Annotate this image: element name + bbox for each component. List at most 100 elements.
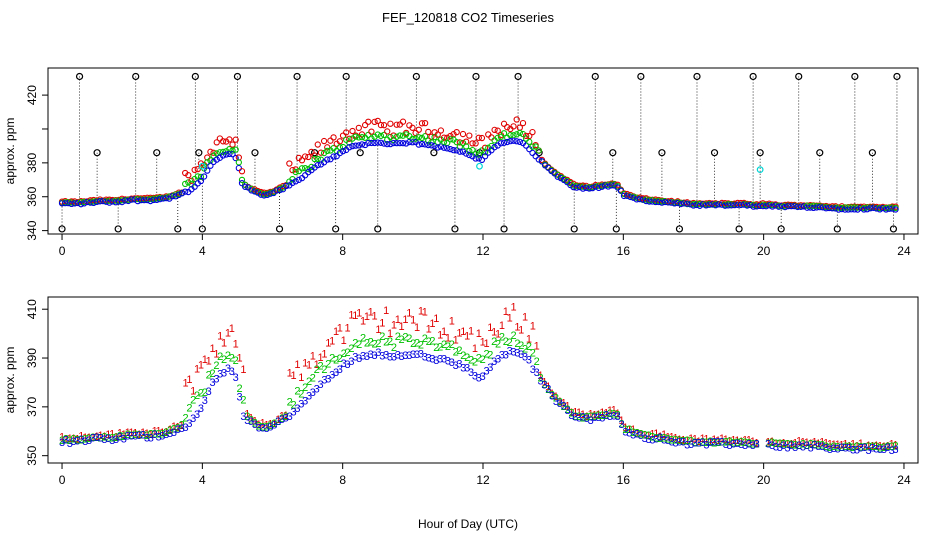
series-3-point: 3 bbox=[553, 396, 559, 408]
series-1-point: 1 bbox=[877, 440, 883, 452]
series-2-point: 2 bbox=[125, 429, 131, 441]
blue-point bbox=[706, 201, 713, 208]
series-1-point: 1 bbox=[101, 431, 107, 443]
blue-point bbox=[639, 196, 647, 203]
blue-point bbox=[352, 142, 359, 149]
series-1-point: 1 bbox=[426, 323, 432, 335]
blue-point bbox=[393, 139, 400, 147]
black-spike-point bbox=[500, 225, 508, 233]
blue-point bbox=[368, 139, 375, 147]
green-point bbox=[497, 133, 505, 141]
series-2-point: 2 bbox=[580, 412, 586, 424]
series-3-point: 3 bbox=[348, 356, 354, 368]
series-2-point: 2 bbox=[117, 431, 123, 443]
series-3-point: 3 bbox=[730, 439, 736, 451]
series-2-point: 2 bbox=[291, 399, 297, 411]
series-2-point: 2 bbox=[754, 438, 760, 450]
series-3-point: 3 bbox=[256, 423, 262, 435]
series-2-point: 2 bbox=[233, 355, 239, 367]
blue-point bbox=[418, 140, 426, 148]
red-point bbox=[194, 165, 201, 173]
series-2-point: 2 bbox=[881, 442, 887, 454]
green-point bbox=[380, 131, 388, 139]
series-1-point: 1 bbox=[784, 439, 790, 451]
green-point bbox=[185, 179, 192, 186]
red-point bbox=[500, 120, 508, 127]
cyan-point bbox=[756, 166, 764, 174]
blue-point bbox=[96, 198, 104, 205]
green-point bbox=[390, 136, 397, 144]
series-3-point: 3 bbox=[642, 433, 648, 445]
series-3-point: 3 bbox=[422, 352, 428, 364]
series-1-point: 1 bbox=[236, 353, 242, 365]
series-2-point: 2 bbox=[530, 347, 536, 359]
blue-point bbox=[797, 203, 804, 210]
series-2-point: 2 bbox=[464, 352, 470, 364]
series-1-point: 1 bbox=[630, 424, 636, 436]
series-1-point: 1 bbox=[456, 327, 462, 339]
series-1-point: 1 bbox=[198, 360, 204, 372]
series-2-point: 2 bbox=[260, 422, 266, 434]
blue-point bbox=[576, 183, 583, 191]
series-1-point: 1 bbox=[537, 370, 543, 382]
series-1-point: 1 bbox=[626, 424, 632, 436]
blue-point bbox=[712, 202, 719, 209]
series-1-point: 1 bbox=[495, 328, 501, 340]
series-1-point: 1 bbox=[862, 441, 868, 453]
series-1-point: 1 bbox=[619, 415, 625, 427]
series-3-point: 3 bbox=[206, 386, 212, 398]
series-2-point: 2 bbox=[267, 420, 273, 432]
red-point bbox=[456, 139, 463, 146]
series-3-point: 3 bbox=[483, 366, 489, 378]
blue-point bbox=[84, 198, 91, 206]
red-point bbox=[415, 126, 422, 133]
series-3-point: 3 bbox=[823, 442, 829, 454]
series-3-point: 3 bbox=[734, 438, 740, 450]
series-1-point: 1 bbox=[140, 427, 146, 439]
black-spike-point bbox=[675, 225, 684, 233]
series-1-point: 1 bbox=[82, 432, 88, 444]
series-2-point: 2 bbox=[279, 413, 285, 425]
series-2-point: 2 bbox=[784, 439, 790, 451]
series-3-point: 3 bbox=[719, 437, 725, 449]
blue-point bbox=[450, 146, 457, 154]
series-3-point: 3 bbox=[337, 364, 343, 376]
black-spike-point bbox=[612, 225, 620, 233]
blue-point bbox=[235, 164, 242, 172]
series-1-point: 1 bbox=[128, 427, 134, 439]
blue-point bbox=[661, 198, 669, 206]
series-1-point: 1 bbox=[507, 312, 513, 324]
blue-point bbox=[365, 139, 372, 147]
series-1-point: 1 bbox=[754, 437, 760, 449]
green-point bbox=[854, 204, 861, 211]
series-1-point: 1 bbox=[314, 359, 320, 371]
red-point bbox=[494, 127, 501, 134]
series-2-point: 2 bbox=[858, 442, 864, 454]
red-point bbox=[289, 166, 296, 174]
series-1-point: 1 bbox=[692, 433, 698, 445]
series-1-point: 1 bbox=[514, 322, 520, 334]
series-3-point: 3 bbox=[738, 439, 744, 451]
series-2-point: 2 bbox=[510, 330, 516, 342]
series-2-point: 2 bbox=[599, 410, 605, 422]
series-3-point: 3 bbox=[410, 349, 416, 361]
series-2-point: 2 bbox=[225, 350, 231, 362]
blue-point bbox=[472, 155, 479, 162]
series-1-point: 1 bbox=[94, 431, 100, 443]
black-spike-point bbox=[332, 225, 340, 233]
bottom-x-tick-label: 16 bbox=[617, 473, 631, 487]
black-spike-point bbox=[114, 225, 122, 233]
series-3-point: 3 bbox=[526, 355, 532, 367]
green-point bbox=[463, 143, 470, 150]
series-2-point: 2 bbox=[827, 442, 833, 454]
series-3-point: 3 bbox=[707, 437, 713, 449]
series-3-point: 3 bbox=[541, 380, 547, 392]
series-2-point: 2 bbox=[175, 423, 181, 435]
series-1-point: 1 bbox=[634, 427, 640, 439]
black-spike-point bbox=[58, 225, 66, 233]
series-2-point: 2 bbox=[410, 338, 416, 350]
top-y-tick-label: 360 bbox=[25, 186, 39, 206]
green-point bbox=[365, 131, 372, 139]
blue-point bbox=[504, 138, 511, 146]
series-3-point: 3 bbox=[406, 350, 412, 362]
